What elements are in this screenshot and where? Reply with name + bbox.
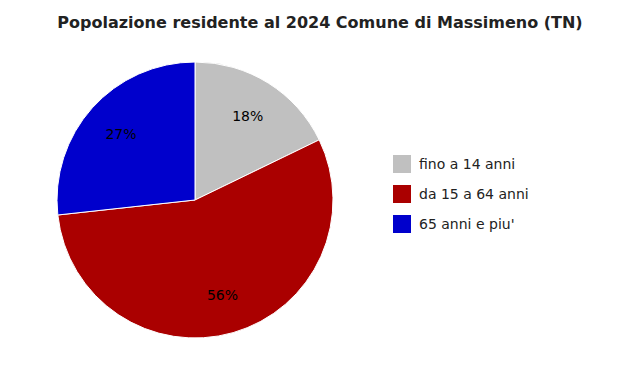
legend-item: 65 anni e piu' xyxy=(393,215,515,233)
chart: Popolazione residente al 2024 Comune di … xyxy=(0,0,640,370)
legend-swatch xyxy=(393,185,411,203)
legend-label: da 15 a 64 anni xyxy=(419,186,529,202)
title: Popolazione residente al 2024 Comune di … xyxy=(57,13,582,32)
legend: fino a 14 anni da 15 a 64 anni 65 anni e p… xyxy=(393,155,529,233)
data-label: 56% xyxy=(207,287,238,303)
legend-item: fino a 14 anni xyxy=(393,155,515,173)
slice xyxy=(57,62,195,215)
data-label: 18% xyxy=(232,108,263,124)
legend-swatch xyxy=(393,155,411,173)
data-labels: 18% 56% 27% xyxy=(105,108,263,304)
legend-item: da 15 a 64 anni xyxy=(393,185,529,203)
data-label: 27% xyxy=(105,126,136,142)
legend-label: 65 anni e piu' xyxy=(419,216,515,232)
legend-swatch xyxy=(393,215,411,233)
legend-label: fino a 14 anni xyxy=(419,156,515,172)
pie xyxy=(57,62,333,338)
